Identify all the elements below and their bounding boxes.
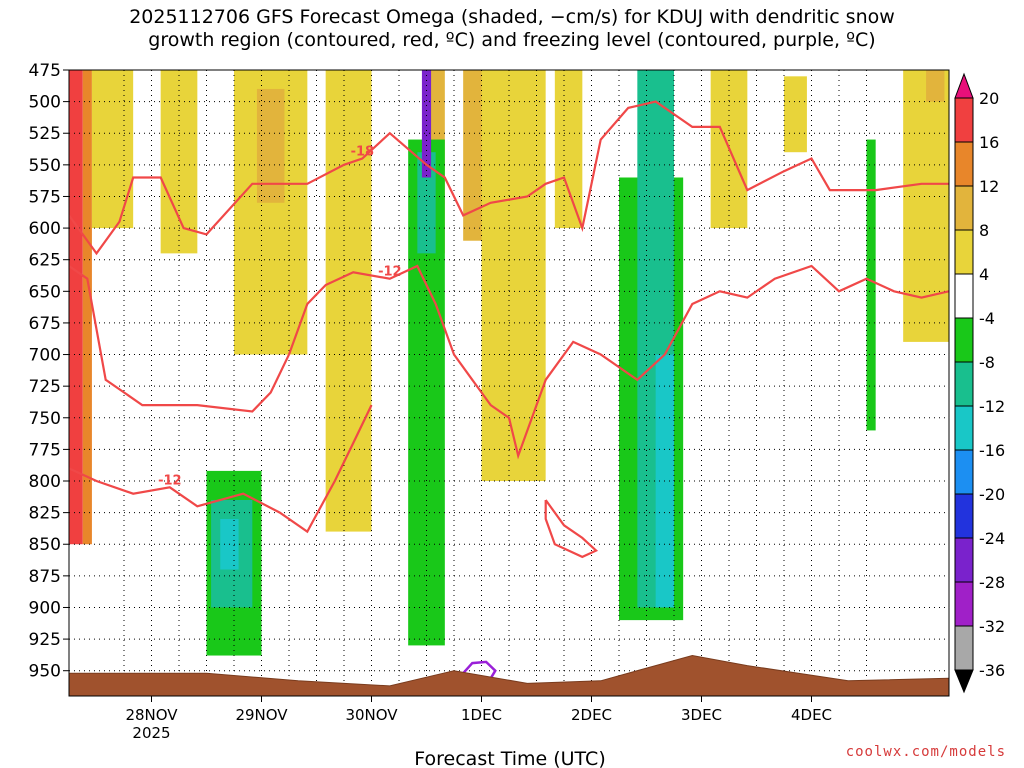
omega-region-9 — [463, 70, 487, 241]
dendritic-contour-0 — [69, 100, 949, 256]
terrain-ground — [69, 654, 949, 696]
terrain-layer — [69, 654, 949, 696]
contour-layer: -18 -12 -12 — [69, 100, 949, 679]
colorbar-band — [954, 97, 974, 143]
omega-region-7 — [325, 70, 372, 532]
colorbar-label: 4 — [979, 265, 989, 284]
colorbar-label: 20 — [979, 89, 999, 108]
colorbar-label: -12 — [979, 397, 1005, 416]
colorbar-band — [954, 405, 974, 451]
y-tick-label: 625 — [29, 251, 61, 271]
plot-frame — [68, 69, 950, 697]
colorbar-band — [954, 537, 974, 583]
colorbar-band — [954, 229, 974, 275]
colorbar-label: 8 — [979, 221, 989, 240]
y-tick-label: 775 — [29, 440, 61, 460]
omega-region-12 — [554, 70, 583, 229]
y-tick-label: 850 — [29, 535, 61, 555]
colorbar-band — [954, 317, 974, 363]
colorbar-legend: 20 16 12 8 4 -4 -8 -12 -16 -20 -24 -28 -32 -36 — [954, 72, 1005, 694]
colorbar-band — [954, 141, 974, 187]
source-credit: coolwx.com/models — [845, 744, 1006, 760]
colorbar-band — [954, 273, 974, 319]
colorbar-top-arrow — [954, 72, 974, 99]
x-tick-label: 3DEC — [681, 706, 722, 724]
colorbar-label: -8 — [979, 353, 995, 372]
y-tick-label: 650 — [29, 282, 61, 302]
colorbar-label: 12 — [979, 177, 999, 196]
contour-label: -12 — [378, 265, 402, 280]
colorbar-label: -36 — [979, 661, 1005, 680]
y-tick-label: 600 — [29, 219, 61, 239]
colorbar-label: -20 — [979, 485, 1005, 504]
y-tick-label: 800 — [29, 472, 61, 492]
colorbar-band — [954, 493, 974, 539]
y-tick-label: 925 — [29, 630, 61, 650]
colorbar-label: -28 — [979, 573, 1005, 592]
colorbar-label: -4 — [979, 309, 995, 328]
x-tick-label: 30NOV — [345, 706, 398, 724]
chart-title: 2025112706 GFS Forecast Omega (shaded, −… — [0, 6, 1024, 52]
omega-region-16 — [926, 70, 945, 102]
x-axis-label: Forecast Time (UTC) — [414, 748, 605, 768]
dendritic-contour-3 — [544, 499, 599, 559]
y-tick-label: 750 — [29, 409, 61, 429]
y-tick-label: 675 — [29, 314, 61, 334]
contour-label: -12 — [158, 473, 182, 488]
y-tick-label: 900 — [29, 598, 61, 618]
colorbar-band — [954, 361, 974, 407]
y-tick-label: 475 — [29, 61, 61, 81]
omega-region-1 — [82, 70, 92, 545]
y-tick-label: 825 — [29, 504, 61, 524]
y-axis: 475 500 525 550 575 600 625 650 675 700 725 750 775 8… — [29, 61, 69, 682]
y-tick-label: 500 — [29, 93, 61, 113]
y-tick-label: 525 — [29, 124, 61, 144]
colorbar-band — [954, 625, 974, 671]
y-tick-label: 725 — [29, 377, 61, 397]
colorbar-band — [954, 581, 974, 627]
y-tick-label: 575 — [29, 187, 61, 207]
y-tick-label: 700 — [29, 346, 61, 366]
x-tick-label: 4DEC — [791, 706, 832, 724]
x-tick-sublabel: 2025 — [132, 724, 170, 742]
omega-region-0 — [69, 70, 83, 545]
contour-label: -18 — [351, 145, 375, 160]
omega-region-21 — [417, 152, 436, 254]
omega-region-14 — [784, 76, 807, 153]
colorbar-label: -32 — [979, 617, 1005, 636]
colorbar-label: -24 — [979, 529, 1005, 548]
colorbar-bottom-arrow — [954, 669, 974, 694]
freezing-level-contour — [462, 660, 497, 679]
dendritic-contour-1 — [69, 264, 949, 460]
omega-region-15 — [903, 70, 949, 342]
colorbar-label: 16 — [979, 133, 999, 152]
omega-region-22 — [421, 70, 432, 178]
colorbar-label: -16 — [979, 441, 1005, 460]
x-tick-label: 1DEC — [461, 706, 502, 724]
omega-region-26 — [866, 139, 876, 431]
omega-shading-layer — [69, 70, 949, 656]
title-line-2: growth region (contoured, red, ºC) and f… — [148, 29, 876, 51]
x-tick-label: 29NOV — [235, 706, 288, 724]
x-tick-label: 28NOV — [125, 706, 178, 724]
omega-region-2 — [91, 70, 134, 229]
y-tick-label: 550 — [29, 156, 61, 176]
x-tick-label: 2DEC — [571, 706, 612, 724]
colorbar-band — [954, 185, 974, 231]
title-line-1: 2025112706 GFS Forecast Omega (shaded, −… — [129, 6, 895, 28]
y-tick-label: 950 — [29, 662, 61, 682]
dendritic-contour-2 — [69, 404, 373, 534]
colorbar-band — [954, 449, 974, 495]
y-tick-label: 875 — [29, 567, 61, 587]
